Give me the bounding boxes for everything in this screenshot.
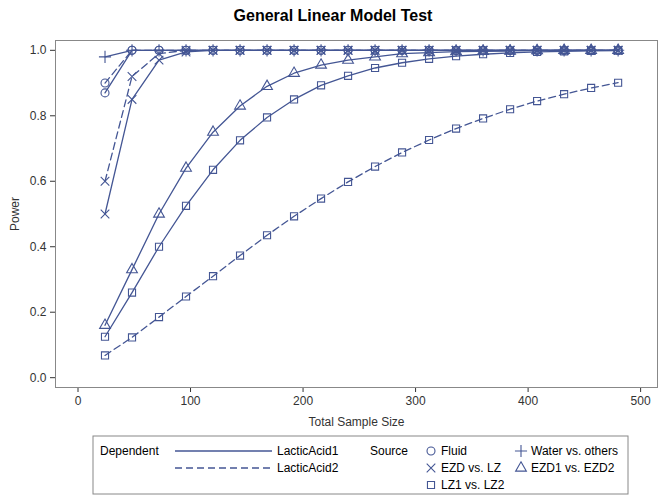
svg-text:Water vs. others: Water vs. others	[531, 444, 618, 458]
svg-text:300: 300	[406, 394, 426, 408]
svg-text:EZD vs. LZ: EZD vs. LZ	[441, 461, 501, 475]
svg-text:EZD1 vs. EZD2: EZD1 vs. EZD2	[531, 461, 615, 475]
svg-text:0: 0	[75, 394, 82, 408]
svg-text:LacticAcid2: LacticAcid2	[277, 461, 339, 475]
svg-text:Source: Source	[370, 444, 408, 458]
svg-text:LacticAcid1: LacticAcid1	[277, 444, 339, 458]
svg-text:100: 100	[181, 394, 201, 408]
svg-text:0.2: 0.2	[30, 305, 47, 319]
svg-text:Total Sample Size: Total Sample Size	[308, 415, 404, 429]
svg-text:Fluid: Fluid	[441, 444, 467, 458]
html-text:General Linear Model Test: General Linear Model Test	[233, 7, 433, 24]
svg-text:0.8: 0.8	[30, 109, 47, 123]
svg-text:Dependent: Dependent	[100, 444, 159, 458]
svg-text:0.4: 0.4	[30, 240, 47, 254]
svg-text:200: 200	[293, 394, 313, 408]
svg-text:Power: Power	[8, 197, 22, 231]
svg-text:400: 400	[518, 394, 538, 408]
svg-text:0.0: 0.0	[30, 371, 47, 385]
svg-text:0.6: 0.6	[30, 174, 47, 188]
svg-text:1.0: 1.0	[30, 43, 47, 57]
svg-text:500: 500	[631, 394, 651, 408]
svg-text:LZ1 vs. LZ2: LZ1 vs. LZ2	[441, 478, 505, 492]
